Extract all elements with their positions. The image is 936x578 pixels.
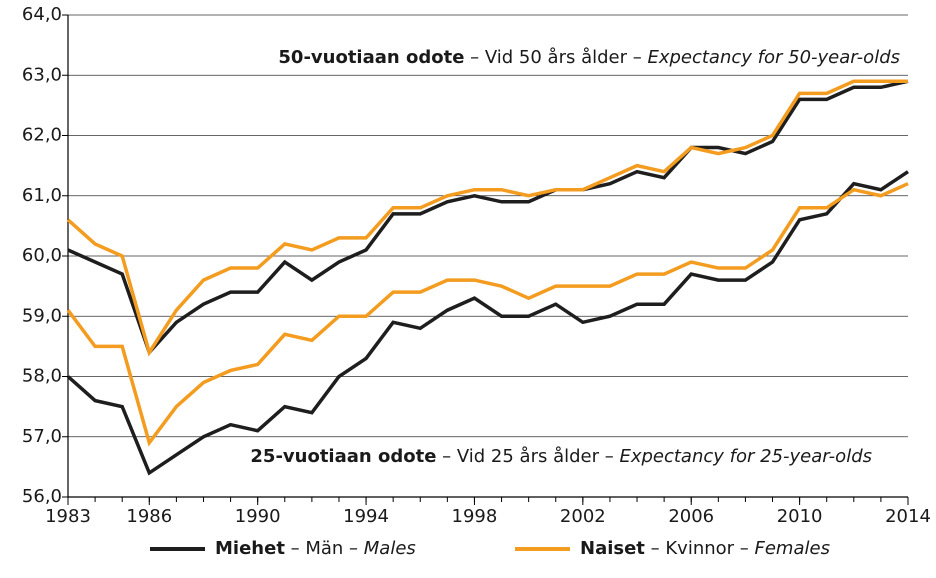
annotation-part: Expectancy for 50-year-olds [647, 47, 900, 68]
series-line [67, 79, 909, 356]
series-line [66, 182, 909, 447]
x-tick-label: 1990 [235, 506, 281, 527]
x-tick-label: 2002 [560, 506, 606, 527]
legend-label-part: – Kvinnor – [645, 538, 755, 559]
y-tick-label: 64,0 [22, 4, 62, 25]
series-line [66, 170, 909, 476]
legend-label-part: Naiset [580, 538, 645, 559]
annotation-part: 50-vuotiaan odote [278, 47, 464, 68]
y-tick-label: 59,0 [22, 305, 62, 326]
annotation-part: – Vid 25 års ålder – [436, 446, 619, 467]
y-tick-label: 56,0 [22, 486, 62, 507]
legend-label-part: Miehet [215, 538, 285, 559]
x-tick-label: 1998 [452, 506, 498, 527]
y-tick-label: 62,0 [22, 125, 62, 146]
y-tick-label: 63,0 [22, 64, 62, 85]
x-tick-label: 1994 [343, 506, 389, 527]
x-tick-label: 2010 [777, 506, 823, 527]
x-tick-label: 1986 [126, 506, 172, 527]
annotation: 25-vuotiaan odote – Vid 25 års ålder – E… [250, 446, 872, 467]
y-tick-label: 57,0 [22, 426, 62, 447]
annotation-part: – Vid 50 års ålder – [464, 47, 647, 68]
legend-label: Miehet – Män – Males [215, 538, 416, 559]
legend-label-part: Males [364, 538, 416, 559]
series-line [66, 79, 908, 357]
y-tick-label: 60,0 [22, 245, 62, 266]
annotation-part: 25-vuotiaan odote [250, 446, 436, 467]
legend-label-part: – Män – [285, 538, 364, 559]
legend-label-part: Females [755, 538, 830, 559]
annotation-part: Expectancy for 25-year-olds [619, 446, 872, 467]
legend-label: Naiset – Kvinnor – Females [580, 538, 830, 559]
annotation: 50-vuotiaan odote – Vid 50 års ålder – E… [278, 47, 900, 68]
x-tick-label: 2006 [668, 506, 714, 527]
y-tick-label: 58,0 [22, 366, 62, 387]
y-tick-label: 61,0 [22, 185, 62, 206]
x-tick-label: 2014 [885, 506, 931, 527]
x-tick-label: 1983 [45, 506, 91, 527]
